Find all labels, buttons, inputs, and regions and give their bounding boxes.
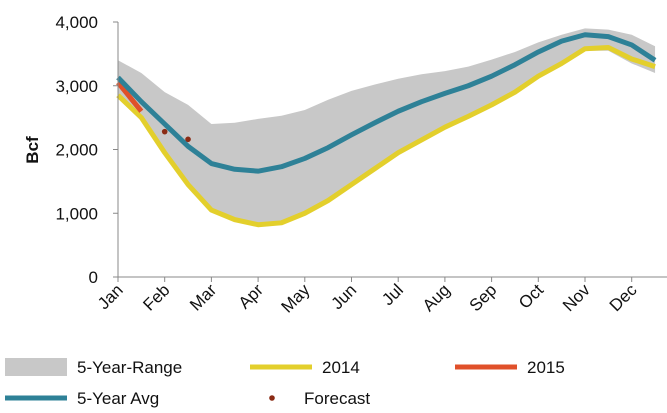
forecast-point [185,136,191,143]
x-tick-label: Oct [515,280,547,312]
range-area [118,28,656,225]
legend-label: 2014 [322,358,360,377]
legend-label: 5-Year Avg [77,389,159,408]
forecast-point [161,128,168,135]
x-tick-label: Sep [466,280,501,315]
series-line [116,45,656,228]
legend-label: 5-Year-Range [77,358,182,377]
x-tick-label: May [277,280,313,316]
legend-label: Forecast [304,389,370,408]
x-tick-label: Mar [186,280,220,314]
y-axis-label: Bcf [23,136,42,164]
y-tick-label: 0 [89,268,98,287]
x-tick-label: Apr [235,280,267,312]
x-tick-label: Jan [94,280,127,313]
x-tick-label: Dec [606,280,641,315]
x-tick-label: Jun [328,280,361,313]
series-line [116,80,144,113]
y-tick-label: 1,000 [55,204,98,223]
x-tick-label: Feb [139,280,173,314]
series-line [116,32,657,174]
y-tick-label: 2,000 [55,141,98,160]
legend-label: 2015 [527,358,565,377]
x-tick-label: Aug [419,280,454,315]
legend-swatch [5,358,67,376]
y-tick-label: 4,000 [55,13,98,32]
legend-swatch [269,395,275,401]
y-tick-label: 3,000 [55,77,98,96]
x-tick-label: Jul [378,280,407,309]
x-tick-label: Nov [559,280,594,315]
